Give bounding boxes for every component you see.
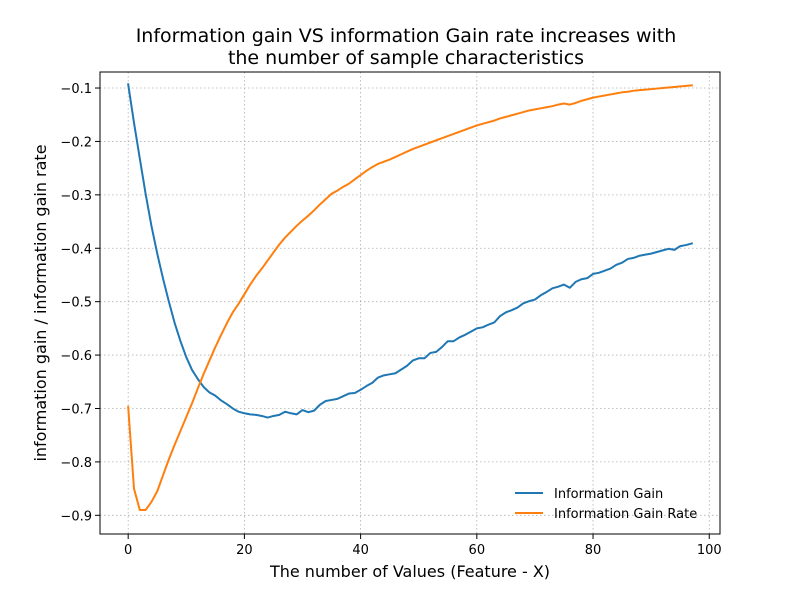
x-tick-label: 0 — [124, 543, 132, 558]
y-tick-label: −0.7 — [60, 402, 92, 417]
series-lines — [127, 83, 694, 511]
y-tick-label: −0.8 — [60, 456, 92, 471]
x-axis-label: The number of Values (Feature - X) — [269, 562, 550, 581]
y-tick-label: −0.2 — [60, 135, 92, 150]
y-tick-label: −0.1 — [60, 82, 92, 97]
x-tick-label: 80 — [585, 543, 602, 558]
chart-title-line-2: the number of sample characteristics — [228, 47, 584, 69]
plot-area-frame — [99, 71, 721, 535]
x-tick-label: 100 — [697, 543, 722, 558]
y-tick-label: −0.4 — [60, 242, 92, 257]
grid — [100, 72, 720, 534]
x-tick-label: 60 — [469, 543, 486, 558]
y-tick-label: −0.6 — [60, 349, 92, 364]
series-line-information-gain-rate — [127, 84, 693, 511]
y-tick-label: −0.5 — [60, 296, 92, 311]
legend-label-information-gain: Information Gain — [554, 487, 663, 502]
series-line-information-gain — [127, 83, 694, 419]
y-axis-label: information gain / information gain rate — [31, 144, 50, 461]
chart-title-line-1: Information gain VS information Gain rat… — [136, 25, 677, 47]
x-tick-label: 40 — [352, 543, 369, 558]
legend-label-information-gain-rate: Information Gain Rate — [554, 507, 697, 522]
x-tick-label: 20 — [236, 543, 253, 558]
y-tick-label: −0.3 — [60, 189, 92, 204]
legend: Information Gain Information Gain Rate — [515, 487, 697, 522]
y-tick-label: −0.9 — [60, 509, 92, 524]
axis-ticks: 0 20 40 60 80 100 −0.9 −0.8 −0.7 −0.6 −0.5 −0.4 −0.3… — [60, 82, 721, 558]
